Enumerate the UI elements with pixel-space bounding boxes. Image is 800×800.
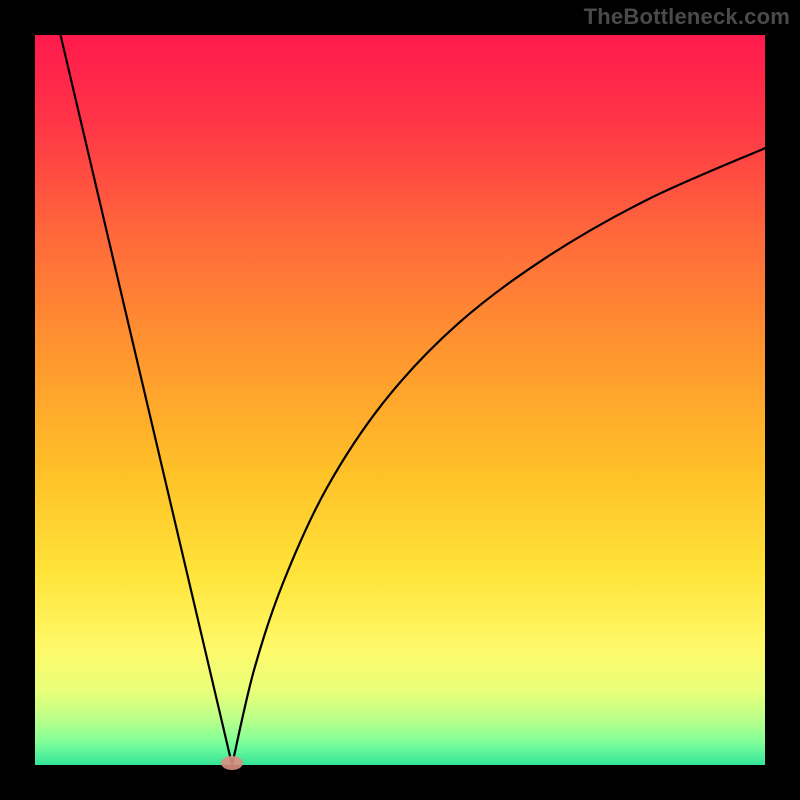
bottleneck-curve <box>61 35 765 765</box>
minimum-marker <box>221 756 243 770</box>
chart-frame: TheBottleneck.com <box>0 0 800 800</box>
watermark-text: TheBottleneck.com <box>584 4 790 30</box>
curve-svg <box>35 35 765 765</box>
plot-area <box>35 35 765 765</box>
